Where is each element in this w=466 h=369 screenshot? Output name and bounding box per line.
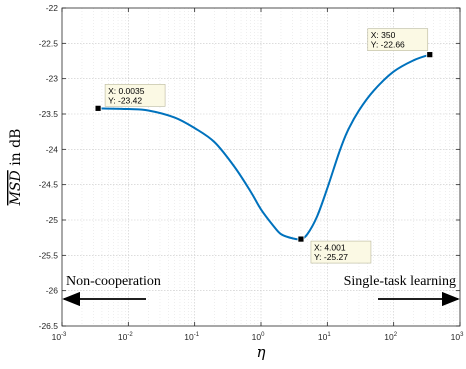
y-axis-label-msd: MSD [8, 170, 24, 206]
annotation-non-cooperation: Non-cooperation [66, 274, 161, 289]
x-tick-label: 101 [318, 332, 331, 342]
annotations: Non-cooperation Single-task learning [62, 274, 460, 307]
x-tick-label: 10-3 [52, 332, 67, 342]
annotation-single-task-learning: Single-task learning [344, 274, 456, 289]
data-tip-x: X: 4.001 [314, 243, 346, 253]
x-tick-label: 10-1 [184, 332, 199, 342]
x-tick-label: 103 [451, 332, 464, 342]
y-tick-label: -24 [46, 144, 59, 154]
data-tip-y: Y: -25.27 [314, 252, 348, 262]
y-tick-label: -22 [46, 3, 59, 13]
data-series [98, 53, 431, 241]
y-tick-label: -23.5 [39, 109, 59, 119]
y-tick-label: -25 [46, 215, 59, 225]
x-tick-label: 102 [384, 332, 397, 342]
data-tip-box [104, 84, 166, 107]
y-axis-label: MSD in dB [8, 129, 24, 207]
y-axis-label-text: MSD in dB [8, 129, 24, 207]
data-tip-x: X: 0.0035 [108, 86, 145, 96]
y-tick-label: -24.5 [39, 180, 59, 190]
data-tip-marker [94, 104, 102, 112]
data-tip-marker [426, 51, 434, 59]
data-tip-y: Y: -23.42 [108, 95, 142, 105]
data-tip-marker [297, 235, 305, 243]
y-axis-label-unit: in dB [8, 129, 24, 171]
data-tip-x: X: 350 [371, 30, 396, 40]
y-tick-label: -25.5 [39, 250, 59, 260]
x-tick-label: 100 [252, 332, 265, 342]
grid-lines [62, 8, 460, 326]
y-tick-label: -22.5 [39, 38, 59, 48]
y-tick-label: -26.5 [39, 321, 59, 331]
msd-curve [98, 53, 431, 241]
y-tick-label: -26 [46, 286, 59, 296]
data-tip-box [367, 28, 429, 51]
x-tick-label: 10-2 [118, 332, 133, 342]
x-axis-label: η [257, 343, 266, 361]
data-tip-y: Y: -22.66 [371, 40, 405, 50]
data-tip-box [310, 240, 372, 264]
axis-ticks: -22 -22.5 -23 -23.5 -24 -24.5 -25 -25.5 -26 -26.5… [39, 3, 464, 342]
y-tick-label: -23 [46, 74, 59, 84]
